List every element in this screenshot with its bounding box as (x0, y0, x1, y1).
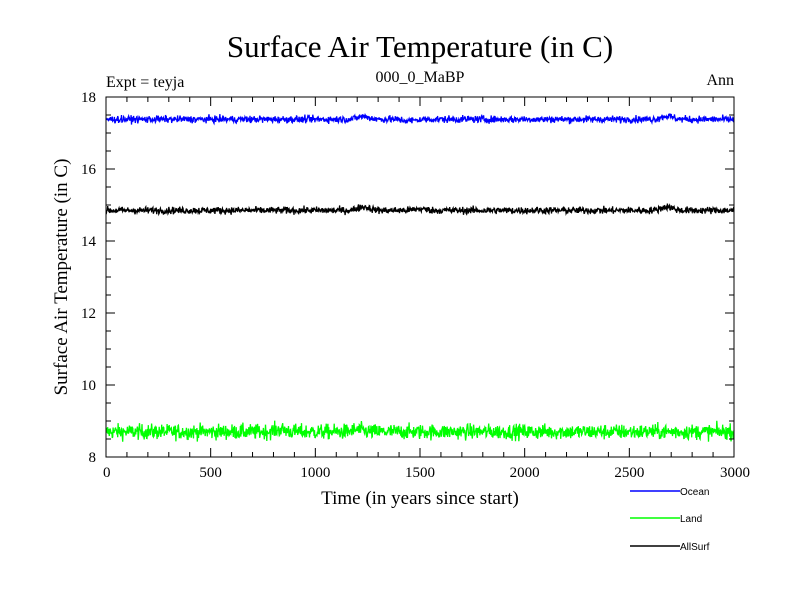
legend-label: Land (680, 514, 702, 525)
series-line-land (105, 420, 735, 442)
plot-frame (105, 96, 735, 458)
legend-label: AllSurf (680, 542, 710, 553)
series-line-allsurf (105, 203, 735, 217)
x-tick-label: 500 (199, 465, 222, 481)
y-tick-label: 8 (89, 450, 97, 466)
legend: Ocean Land AllSurf (630, 487, 710, 553)
x-tick-label: 1500 (405, 465, 435, 481)
y-axis-label: Surface Air Temperature (in C) (51, 159, 72, 396)
y-tick-label: 18 (81, 90, 96, 106)
y-tick-label: 16 (81, 162, 97, 178)
x-tick-label: 2500 (614, 465, 644, 481)
series-lines (105, 112, 735, 442)
tick-labels: 0 500 1000 1500 2000 2500 3000 8 10 12 14 16 18 (81, 90, 750, 481)
x-tick-label: 2000 (510, 465, 540, 481)
axis-ticks (105, 96, 735, 458)
legend-label: Ocean (680, 487, 709, 498)
experiment-label: Expt = teyja (106, 74, 184, 91)
series-line-ocean (105, 112, 735, 126)
x-tick-label: 0 (103, 465, 111, 481)
chart-title: Surface Air Temperature (in C) (227, 29, 613, 64)
legend-item-land: Land (630, 514, 702, 525)
y-tick-label: 10 (81, 378, 96, 394)
y-tick-label: 12 (81, 306, 96, 322)
season-label: Ann (706, 72, 734, 89)
legend-item-allsurf: AllSurf (630, 542, 710, 553)
y-tick-label: 14 (81, 234, 97, 250)
x-tick-label: 3000 (720, 465, 750, 481)
x-tick-label: 1000 (300, 465, 330, 481)
chart-subtitle: 000_0_MaBP (376, 69, 465, 86)
legend-item-ocean: Ocean (630, 487, 709, 498)
x-axis-label: Time (in years since start) (321, 488, 519, 509)
